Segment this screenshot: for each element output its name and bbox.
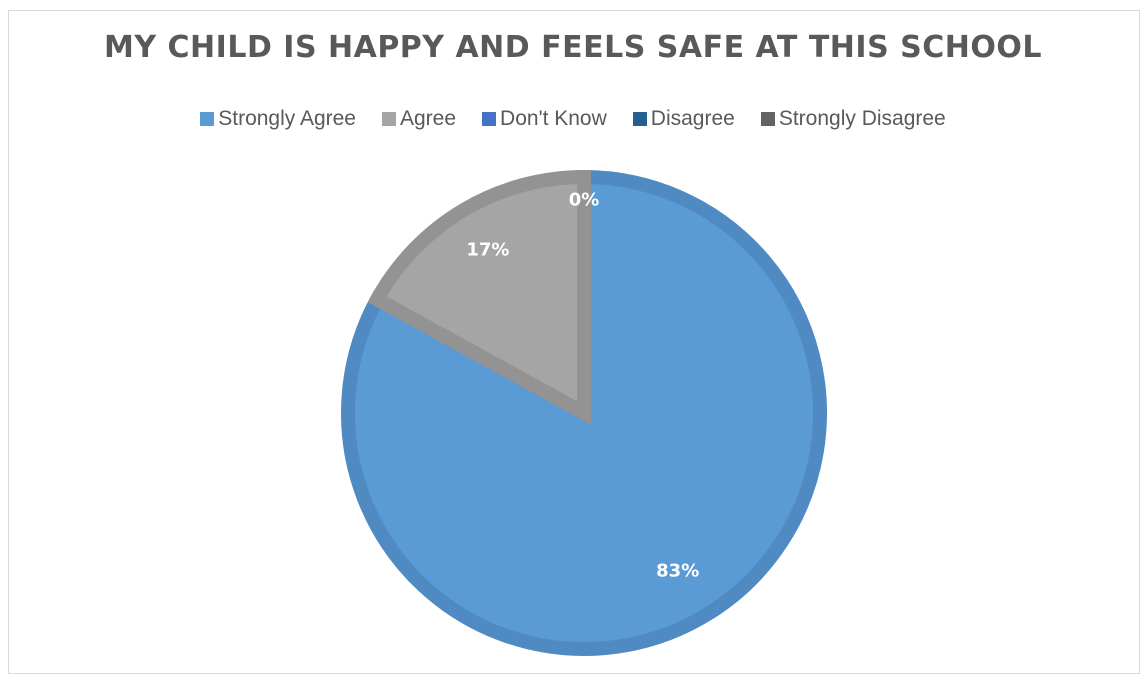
legend-label: Disagree	[650, 107, 735, 130]
legend-label: Agree	[400, 107, 457, 130]
legend-swatch	[632, 112, 647, 126]
data-label-agree: 17%	[466, 239, 509, 260]
legend-swatch	[482, 112, 497, 126]
legend-item-dont-know: Don't Know	[482, 107, 607, 131]
pie-data-labels: 83% 17% 0%	[466, 190, 699, 582]
chart-legend: Strongly Agree Agree Don't Know Disagree…	[0, 107, 1146, 131]
legend-swatch	[760, 112, 775, 126]
legend-item-disagree: Disagree	[632, 107, 735, 131]
legend-label: Don't Know	[500, 107, 607, 130]
legend-label: Strongly Agree	[218, 107, 356, 130]
legend-swatch	[200, 112, 215, 126]
legend-swatch	[382, 112, 396, 126]
legend-item-agree: Agree	[382, 107, 456, 131]
legend-label: Strongly Disagree	[778, 107, 946, 130]
data-label-strongly-agree: 83%	[656, 560, 699, 581]
chart-title: MY CHILD IS HAPPY AND FEELS SAFE AT THIS…	[104, 30, 1042, 65]
pie-slice-agree	[367, 169, 591, 425]
data-label-don-t-know: 0%	[569, 190, 600, 211]
legend-item-strongly-disagree: Strongly Disagree	[760, 107, 946, 131]
pie-slices	[341, 169, 827, 656]
legend-item-strongly-agree: Strongly Agree	[200, 107, 356, 131]
